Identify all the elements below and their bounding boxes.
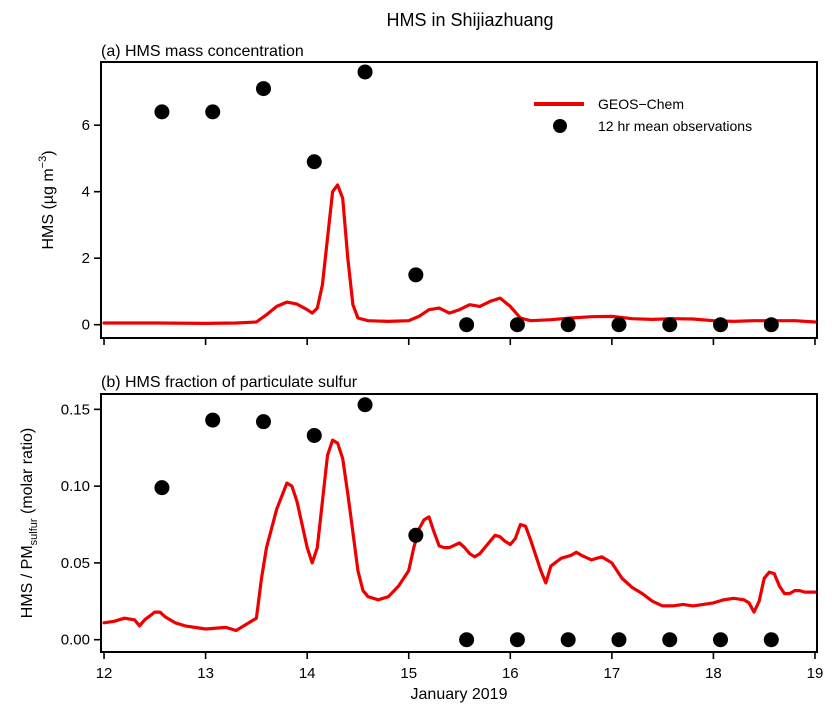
panel-a-title: (a) HMS mass concentration — [101, 43, 304, 60]
panel-b-frame — [100, 393, 818, 653]
panel-a-frame — [100, 61, 818, 339]
panel-b-ytick-label: 0.05 — [61, 555, 90, 572]
panel-a-observation-point — [255, 81, 271, 97]
x-tick-label: 13 — [197, 665, 214, 682]
panel-a-ytick-label: 2 — [82, 250, 90, 267]
panel-b-observation-point — [357, 397, 373, 413]
panel-b-observation-point — [255, 414, 271, 430]
x-tick-label: 15 — [400, 665, 417, 682]
panel-b-observation-point — [662, 632, 678, 648]
x-tick-label: 17 — [604, 665, 621, 682]
panel-a-xticks — [103, 338, 816, 345]
panel-b-observation-point — [306, 427, 322, 443]
x-tick-label: 16 — [502, 665, 519, 682]
panel-b-observation-point — [560, 632, 576, 648]
panel-a-observation-point — [509, 317, 525, 333]
panel-b-title: (b) HMS fraction of particulate sulfur — [101, 374, 358, 391]
panel-a-observation-point — [763, 317, 779, 333]
panel-a-ylabel: HMS (µg m−3) — [37, 150, 57, 249]
panel-b-yticks: 0.00 0.05 0.10 0.15 — [61, 401, 101, 649]
panel-a-observation-point — [459, 317, 475, 333]
panel-b-observation-point — [763, 632, 779, 648]
panel-a-yticks: 0 2 4 6 — [82, 117, 101, 334]
panel-a-observation-point — [306, 154, 322, 170]
x-axis-label: January 2019 — [411, 686, 508, 703]
panel-a: (a) HMS mass concentration HMS (µg m−3) … — [37, 43, 818, 345]
panel-a-observation-point — [154, 104, 170, 120]
panel-a-observation-point — [408, 267, 424, 283]
panel-a-ytick-label: 0 — [82, 317, 90, 334]
panel-a-observation-point — [560, 317, 576, 333]
panel-b-observation-point — [611, 632, 627, 648]
panel-b-marks — [102, 397, 817, 648]
legend-label-model: GEOS−Chem — [598, 96, 684, 112]
legend: GEOS−Chem 12 hr mean observations — [534, 96, 752, 134]
x-tick-label: 19 — [807, 665, 824, 682]
panel-a-ytick-label: 6 — [82, 117, 90, 134]
panel-a-observation-point — [205, 104, 221, 120]
panel-a-observation-point — [662, 317, 678, 333]
x-tick-label: 18 — [705, 665, 722, 682]
x-tick-label: 14 — [299, 665, 316, 682]
panel-b-ytick-label: 0.15 — [61, 401, 90, 418]
panel-b-observation-point — [713, 632, 729, 648]
figure-title: HMS in Shijiazhuang — [386, 10, 553, 30]
panel-a-observation-point — [611, 317, 627, 333]
panel-b-observation-point — [459, 632, 475, 648]
legend-label-observations: 12 hr mean observations — [598, 118, 752, 134]
panel-a-ytick-label: 4 — [82, 184, 90, 201]
panel-a-model-line — [102, 183, 817, 325]
x-tick-label: 12 — [96, 665, 113, 682]
panel-a-observation-point — [713, 317, 729, 333]
legend-marker-swatch — [553, 119, 567, 133]
panel-a-observation-point — [357, 64, 373, 80]
panel-b-ytick-label: 0.10 — [61, 478, 90, 495]
panel-b: (b) HMS fraction of particulate sulfur H… — [19, 374, 823, 682]
panel-b-observation-point — [408, 527, 424, 543]
panel-b-xticks: 12 13 14 15 16 17 18 19 — [96, 652, 824, 682]
panel-b-observation-point — [509, 632, 525, 648]
panel-b-model-line — [102, 438, 817, 633]
panel-b-observation-point — [205, 412, 221, 428]
panel-b-observation-point — [154, 480, 170, 496]
panel-a-marks — [102, 64, 817, 333]
panel-b-ylabel: HMS / PMsulfur (molar ratio) — [19, 428, 40, 618]
panel-b-ytick-label: 0.00 — [61, 632, 90, 649]
